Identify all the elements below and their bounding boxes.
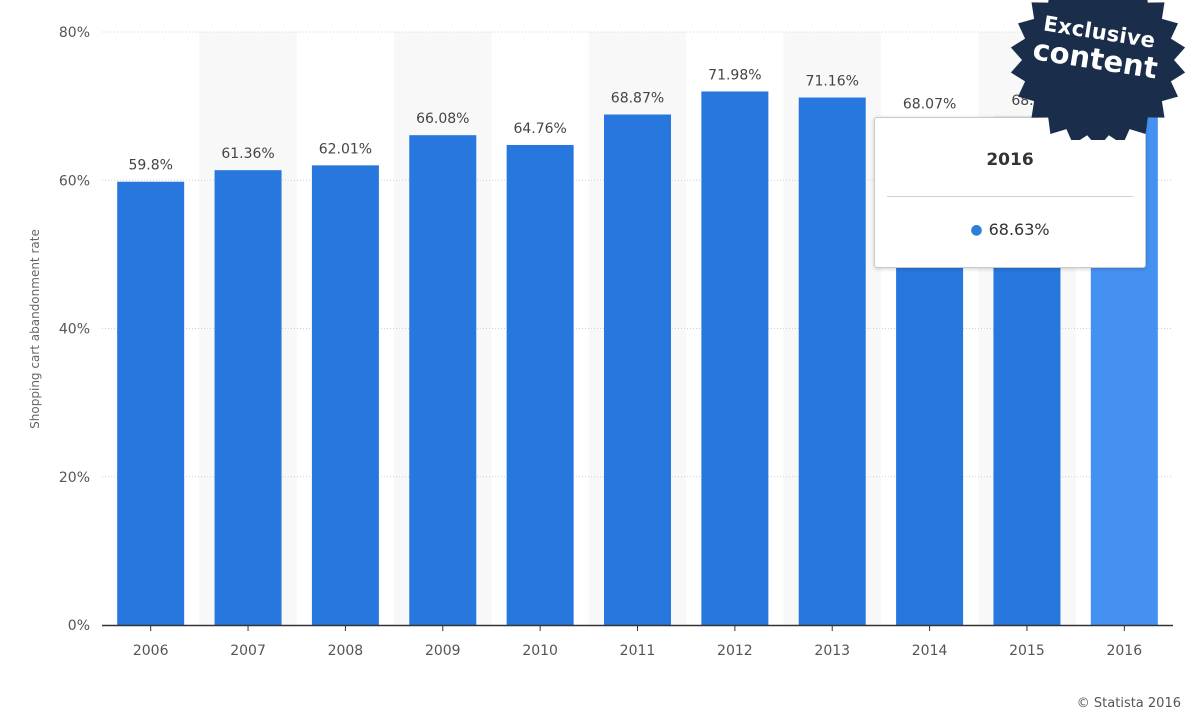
bar-2010[interactable] <box>506 144 574 626</box>
bar-2007[interactable] <box>214 170 282 625</box>
data-label-2011: 68.87% <box>611 91 664 107</box>
data-label-2008: 62.01% <box>319 141 372 157</box>
bars <box>117 91 1158 626</box>
x-tick-label: 2007 <box>230 643 266 659</box>
data-label-2010: 64.76% <box>513 121 566 137</box>
tooltip-value: 68.63% <box>988 220 1050 239</box>
tooltip-value-row: ● 68.63% <box>875 220 1145 239</box>
bar-2011[interactable] <box>604 114 671 625</box>
x-tick-label: 2014 <box>912 643 948 659</box>
bar-2013[interactable] <box>798 97 866 626</box>
data-label-2013: 71.16% <box>806 74 859 90</box>
tooltip: 2016 ● 68.63% <box>874 117 1146 268</box>
bar-2008[interactable] <box>311 165 379 625</box>
y-tick-label: 0% <box>68 618 90 634</box>
tooltip-divider <box>887 196 1133 197</box>
x-tick-label: 2016 <box>1106 643 1142 659</box>
statista-credit[interactable]: © Statista 2016 <box>1076 696 1181 711</box>
y-tick-label: 40% <box>59 322 90 338</box>
x-tick-label: 2013 <box>814 643 850 659</box>
x-tick-label: 2012 <box>717 643 753 659</box>
x-tick-label: 2009 <box>425 643 461 659</box>
badge-seal-icon <box>1010 0 1186 140</box>
tooltip-title: 2016 <box>986 150 1034 170</box>
series-bullet-icon: ● <box>970 222 983 238</box>
x-tick-label: 2008 <box>328 643 364 659</box>
data-label-2012: 71.98% <box>708 67 761 83</box>
x-tick-label: 2015 <box>1009 643 1045 659</box>
x-tick-label: 2010 <box>522 643 558 659</box>
exclusive-content-badge[interactable] <box>998 0 1195 140</box>
data-label-2006: 59.8% <box>128 158 172 174</box>
x-tick-label: 2011 <box>620 643 656 659</box>
x-tick-label: 2006 <box>133 643 169 659</box>
y-axis-label: Shopping cart abandonment rate <box>28 229 42 429</box>
data-label-2007: 61.36% <box>221 146 274 162</box>
bar-2009[interactable] <box>409 135 477 625</box>
y-tick-label: 80% <box>59 25 90 41</box>
data-label-2009: 66.08% <box>416 111 469 127</box>
y-axis-ticks: 0% 20% 40% 60% 80% <box>59 25 90 634</box>
x-axis-ticks: 2006 2007 2008 2009 2010 2011 2012 2013 2014 2015… <box>133 625 1142 659</box>
data-label-2014: 68.07% <box>903 96 956 112</box>
y-tick-label: 20% <box>59 470 90 486</box>
bar-2006[interactable] <box>117 181 185 626</box>
value-labels: 59.8% 61.36% 62.01% 66.08% 64.76% 68.87% 71.98… <box>128 67 1042 173</box>
bar-2012[interactable] <box>701 91 769 626</box>
y-tick-label: 60% <box>59 173 90 189</box>
